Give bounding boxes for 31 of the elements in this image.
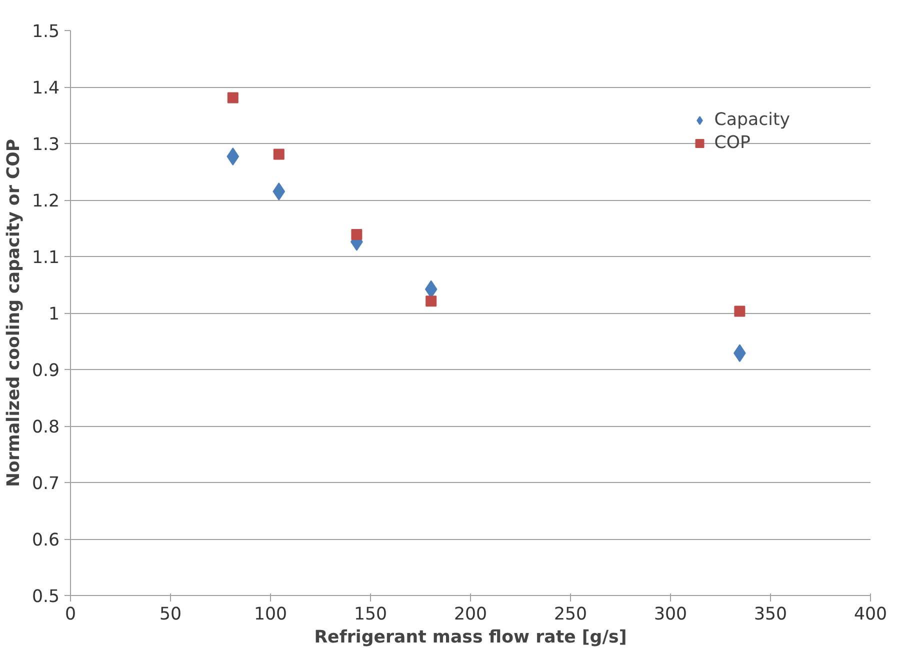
legend-label: Capacity <box>714 110 790 130</box>
y-tick-label: 1 <box>48 304 60 324</box>
x-tick-label: 50 <box>159 604 182 624</box>
x-tick-label: 200 <box>454 604 488 624</box>
point <box>227 92 238 104</box>
y-tick-label: 1.1 <box>32 248 60 268</box>
y-tick-label: 1.5 <box>32 22 60 42</box>
x-tick-label: 300 <box>654 604 688 624</box>
point <box>351 228 362 240</box>
legend-label: COP <box>714 133 750 153</box>
x-tick-label: 400 <box>854 604 888 624</box>
point <box>734 306 746 317</box>
y-tick-label: 1.4 <box>32 78 60 98</box>
point <box>272 182 286 201</box>
x-axis-title: Refrigerant mass flow rate [g/s] <box>314 628 627 648</box>
y-tick-label: 0.8 <box>32 418 60 438</box>
point <box>426 296 437 307</box>
x-tick-label: 0 <box>64 604 76 624</box>
point <box>226 147 240 166</box>
y-tick-label: 1.2 <box>32 192 60 212</box>
x-tick-label: 150 <box>354 604 388 624</box>
y-tick-label: 0.6 <box>32 530 60 550</box>
x-tick-label: 250 <box>554 604 588 624</box>
y-tick-label: 1.3 <box>32 135 60 155</box>
y-tick-label: 0.7 <box>32 474 60 494</box>
y-axis-title: Normalized cooling capacity or COP <box>4 138 24 488</box>
x-tick-label: 100 <box>254 604 288 624</box>
x-tick-label: 350 <box>754 604 788 624</box>
y-tick-label: 0.5 <box>32 587 60 607</box>
y-tick-label: 0.9 <box>32 361 60 381</box>
point <box>273 148 284 160</box>
